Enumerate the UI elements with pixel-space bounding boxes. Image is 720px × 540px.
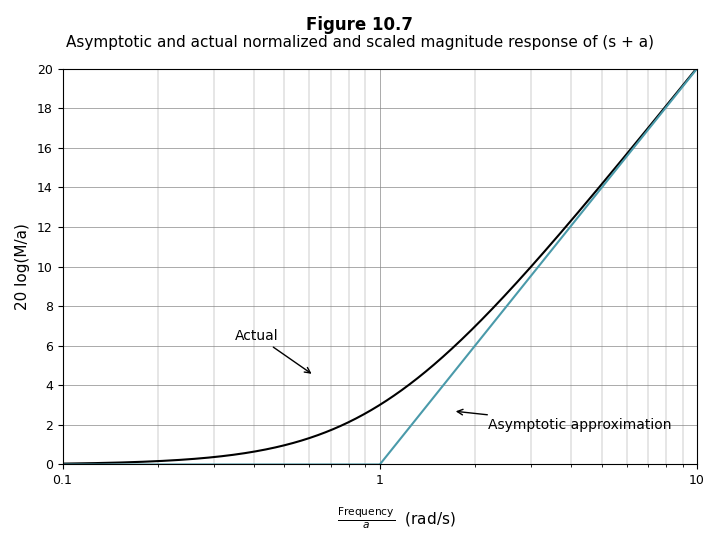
- Text: Asymptotic approximation: Asymptotic approximation: [457, 409, 672, 432]
- Y-axis label: 20 log(M/a): 20 log(M/a): [15, 223, 30, 310]
- Text: Actual: Actual: [235, 329, 310, 373]
- Text: Figure 10.7: Figure 10.7: [307, 16, 413, 34]
- Text: Asymptotic and actual normalized and scaled magnitude response of (s + a): Asymptotic and actual normalized and sca…: [66, 35, 654, 50]
- Text: $\frac{\mathrm{Frequency}}{a}$  (rad/s): $\frac{\mathrm{Frequency}}{a}$ (rad/s): [337, 505, 455, 531]
